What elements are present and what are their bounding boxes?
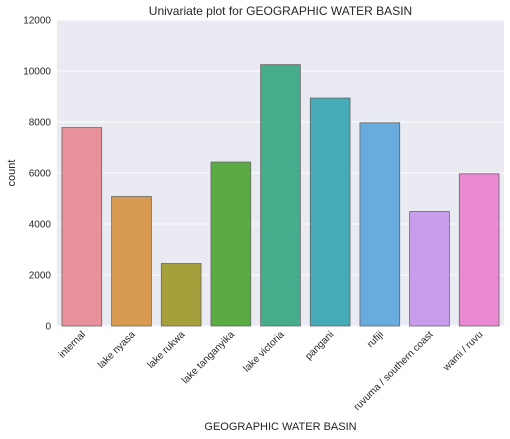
bar-lake-nyasa xyxy=(111,196,152,327)
y-tick-label: 8000 xyxy=(29,118,52,129)
y-tick-label: 4000 xyxy=(29,220,52,231)
bar-rufiji xyxy=(359,122,401,327)
x-tick-label: wami / ruvu xyxy=(441,329,486,374)
x-tick-label: lake nyasa xyxy=(96,329,138,371)
chart-title: Univariate plot for GEOGRAPHIC WATER BAS… xyxy=(149,4,412,18)
x-tick-label: rufiji xyxy=(365,329,386,350)
y-tick-label: 12000 xyxy=(23,16,51,27)
bar-lake-victoria xyxy=(260,64,301,327)
y-tick-label: 10000 xyxy=(23,67,51,78)
x-tick-label: lake tanganyika xyxy=(180,329,237,386)
bar-lake-tanganyika xyxy=(210,161,252,327)
bar-lake-rukwa xyxy=(160,263,202,327)
y-axis-title: count xyxy=(6,160,18,187)
bar-wami-ruvu xyxy=(458,173,500,327)
y-tick-label: 6000 xyxy=(29,169,52,180)
bars xyxy=(61,64,500,327)
x-tick-label: lake rukwa xyxy=(146,329,188,371)
x-axis-title: GEOGRAPHIC WATER BASIN xyxy=(204,421,356,433)
x-tick-label: lake victoria xyxy=(241,329,286,374)
bar-ruvuma-southern-coast xyxy=(409,211,450,327)
x-tick-label: pangani xyxy=(303,329,336,362)
y-tick-label: 0 xyxy=(45,322,51,333)
bar-internal xyxy=(61,127,103,327)
bar-pangani xyxy=(309,97,351,327)
x-tick-label: internal xyxy=(57,329,88,360)
y-tick-label: 2000 xyxy=(29,271,52,282)
y-axis-ticks: 0 2000 4000 6000 8000 10000 12000 xyxy=(23,16,51,333)
